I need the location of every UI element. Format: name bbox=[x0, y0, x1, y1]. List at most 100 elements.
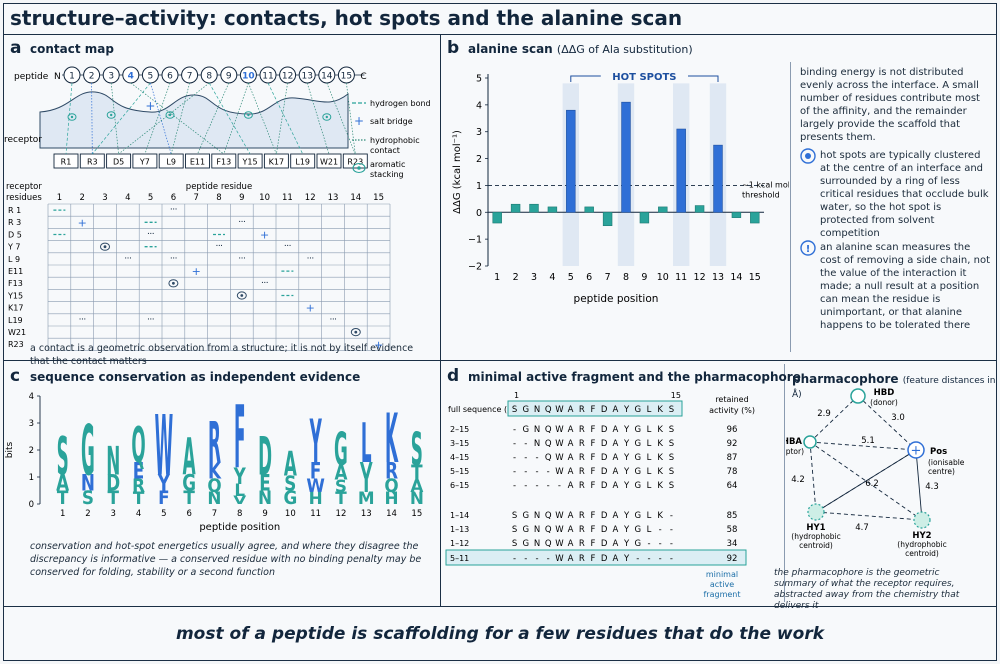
fragment-row-residue: G bbox=[635, 425, 642, 435]
logo-x-tick-label: 2 bbox=[85, 509, 90, 519]
fragment-row-residue: - bbox=[670, 525, 673, 535]
fragment-row-range: 1–14 bbox=[450, 511, 469, 520]
grid-column-label: 11 bbox=[282, 193, 293, 203]
fragment-row-residue: - bbox=[535, 467, 538, 477]
logo-letter: T bbox=[133, 488, 145, 508]
fragment-row-residue: Y bbox=[623, 525, 630, 535]
logo-letter-group: T bbox=[335, 488, 347, 508]
panel-b-notes-divider bbox=[790, 62, 791, 352]
footer-divider bbox=[3, 606, 996, 607]
grid-column-label: 2 bbox=[79, 193, 84, 203]
logo-letter-group: L bbox=[234, 480, 245, 500]
pharmacophore-divider bbox=[784, 364, 785, 602]
alanine-bar bbox=[694, 205, 705, 213]
fragment-row-activity: 64 bbox=[727, 481, 738, 491]
fragment-row-residue: N bbox=[534, 425, 540, 435]
fragment-row-residue: A bbox=[568, 539, 574, 549]
logo-letter: M bbox=[358, 488, 375, 508]
x-tick-label: 7 bbox=[605, 272, 611, 283]
grid-aromatic-inner bbox=[103, 245, 107, 249]
fragment-row-range: 3–15 bbox=[450, 439, 469, 448]
threshold-label-2: threshold bbox=[742, 190, 780, 199]
receptor-label: receptor bbox=[4, 135, 42, 145]
fragment-row-residue: D bbox=[601, 453, 608, 463]
salt-bridge-marker: + bbox=[145, 99, 155, 113]
fragment-row-residue: Q bbox=[545, 525, 552, 535]
pharmacophore-distance: 4.2 bbox=[791, 475, 805, 485]
logo-letter-group: D bbox=[106, 470, 120, 496]
aromatic-marker-outer bbox=[67, 113, 77, 121]
aromatic-marker-inner bbox=[110, 113, 113, 117]
logo-letter-group: Q bbox=[131, 417, 145, 474]
logo-letter: F bbox=[158, 487, 169, 509]
fragment-row-residue: S bbox=[512, 539, 517, 549]
logo-letter-group: Y bbox=[157, 470, 171, 496]
receptor-residue-box bbox=[316, 153, 342, 169]
logo-letter: Y bbox=[233, 463, 247, 489]
panel-b-title-sub: (ΔΔG of Ala substitution) bbox=[556, 43, 693, 56]
pharmacophore-title: pharmacophore (feature distances in Å) bbox=[792, 372, 1000, 400]
logo-letter-group: F bbox=[158, 487, 169, 509]
grid-aromatic-outer bbox=[350, 328, 361, 337]
fragment-row-residue: D bbox=[601, 439, 608, 449]
minimal-fragment-residue: - bbox=[535, 554, 538, 564]
middle-divider bbox=[3, 360, 996, 361]
fragment-row-residue: - bbox=[670, 539, 673, 549]
pharmacophore-edge bbox=[815, 511, 923, 521]
hy1-desc-2: centroid) bbox=[799, 541, 833, 550]
logo-letter-group: G bbox=[182, 470, 196, 496]
fragment-row-range: 1–12 bbox=[450, 539, 469, 548]
fragment-row-activity: 85 bbox=[727, 511, 738, 521]
fragment-row-residue: - bbox=[524, 453, 527, 463]
contact-line bbox=[144, 82, 171, 155]
logo-letter: Q bbox=[384, 475, 398, 497]
fragment-row-residue: - bbox=[558, 481, 561, 491]
full-sequence-residue: A bbox=[612, 405, 618, 415]
grid-column-label: 3 bbox=[102, 193, 107, 203]
logo-letter-group: F bbox=[234, 387, 245, 488]
fragment-row-residue: F bbox=[591, 425, 596, 435]
fragment-row-residue: W bbox=[555, 425, 564, 435]
fragment-row-residue: K bbox=[657, 467, 663, 477]
x-tick-label: 4 bbox=[549, 272, 555, 283]
fragment-row-residue: A bbox=[612, 525, 618, 535]
logo-letter: L bbox=[234, 480, 245, 500]
logo-y-tick-label: 4 bbox=[29, 392, 34, 402]
fragment-row-activity: 96 bbox=[727, 425, 738, 435]
peptide-residue-number: 10 bbox=[242, 72, 255, 82]
salt-bridge-label: salt bridge bbox=[370, 117, 413, 126]
fragment-row-residue: D bbox=[601, 539, 608, 549]
logo-x-tick-label: 13 bbox=[361, 509, 372, 519]
pharmacophore-edge bbox=[809, 441, 917, 451]
panel-c-caption: conservation and hot-spot energetics usu… bbox=[30, 541, 422, 578]
minimal-fragment-residue: - bbox=[547, 554, 550, 564]
fragment-row-residue: R bbox=[579, 453, 585, 463]
logo-x-tick-label: 12 bbox=[336, 509, 347, 519]
grid-axis-y-label-1: receptor bbox=[6, 182, 42, 192]
logo-y-tick-label: 1 bbox=[29, 473, 34, 483]
grid-axis-x-label: peptide residue bbox=[186, 182, 252, 192]
full-sequence-residue: S bbox=[512, 405, 517, 415]
alanine-bar bbox=[529, 203, 539, 213]
x-axis-label: peptide position bbox=[574, 293, 659, 305]
receptor-residue-label: Y7 bbox=[139, 158, 150, 167]
minimal-fragment-residue: F bbox=[591, 554, 596, 564]
peptide-residue-number: 4 bbox=[128, 72, 134, 82]
logo-letter: N bbox=[106, 439, 120, 485]
alanine-bar bbox=[658, 206, 668, 213]
fragment-row-residue: G bbox=[635, 539, 642, 549]
fragment-row-residue: - bbox=[524, 467, 527, 477]
hba-node bbox=[803, 435, 817, 449]
y-tick-label: 1 bbox=[476, 181, 482, 192]
full-sequence-box bbox=[507, 400, 683, 417]
hy2-desc-2: centroid) bbox=[905, 549, 939, 558]
logo-letter-group: E bbox=[259, 470, 270, 496]
fragment-row-residue: R bbox=[579, 467, 585, 477]
grid-column-label: 15 bbox=[373, 193, 384, 203]
logo-x-tick-label: 11 bbox=[310, 509, 321, 519]
peptide-residue-number: 12 bbox=[282, 72, 293, 82]
contact-line bbox=[306, 82, 330, 155]
fragment-row-activity: 78 bbox=[727, 467, 738, 477]
peptide-residue-number: 6 bbox=[167, 72, 173, 82]
